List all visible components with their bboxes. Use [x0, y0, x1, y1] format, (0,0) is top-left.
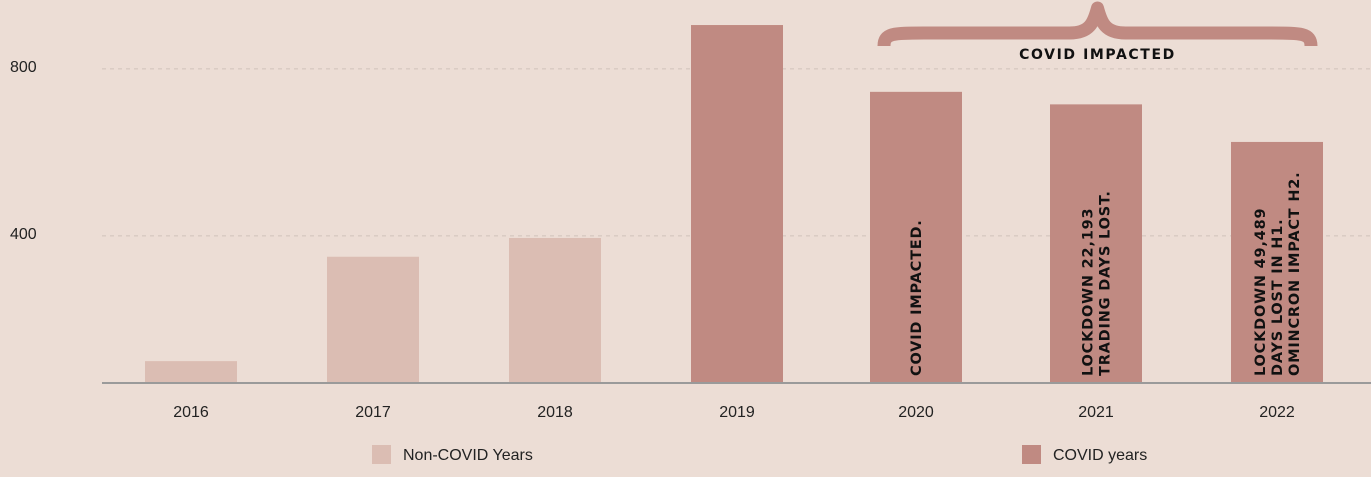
x-tick-label-2016: 2016 — [173, 404, 209, 421]
bar-2017 — [327, 256, 419, 382]
bar-2020 — [870, 91, 962, 383]
bar-note-2022-line-3: OMINCRON IMPACT H2. — [1287, 172, 1303, 376]
x-tick-label-2022: 2022 — [1259, 404, 1295, 421]
y-axis-ticks: 400 800 — [10, 59, 37, 243]
bar-note-2020-line-1: COVID IMPACTED. — [909, 219, 925, 376]
legend-label-covid: COVID years — [1053, 447, 1147, 464]
x-axis-labels: 2016 2017 2018 2019 2020 2021 2022 — [173, 404, 1295, 421]
y-tick-label: 800 — [10, 59, 37, 76]
bar-2021 — [1050, 104, 1142, 383]
bar-2018 — [509, 237, 601, 382]
legend-swatch-non-covid — [372, 445, 391, 464]
x-tick-label-2020: 2020 — [898, 404, 934, 421]
x-tick-label-2021: 2021 — [1078, 404, 1114, 421]
legend-swatch-covid — [1022, 445, 1041, 464]
bar-note-2021-line-1: LOCKDOWN 22,193 — [1081, 208, 1097, 376]
bars — [145, 25, 1323, 383]
y-tick-label: 400 — [10, 226, 37, 243]
covid-brace: COVID IMPACTED — [877, 1, 1318, 63]
bar-note-2022-line-1: LOCKDOWN 49,489 — [1253, 208, 1269, 376]
x-tick-label-2017: 2017 — [355, 404, 391, 421]
bar-2019 — [691, 25, 783, 382]
bar-2016 — [145, 361, 237, 382]
x-tick-label-2019: 2019 — [719, 404, 755, 421]
bar-note-2022-line-2: DAYS LOST IN H1. — [1270, 219, 1286, 376]
legend: Non-COVID Years COVID years — [372, 445, 1147, 464]
covid-impacted-label: COVID IMPACTED — [1019, 47, 1176, 63]
legend-label-non-covid: Non-COVID Years — [403, 447, 533, 464]
bar-annotations: COVID IMPACTED. LOCKDOWN 22,193 TRADING DA… — [909, 172, 1303, 376]
bar-2022 — [1231, 141, 1323, 382]
brace-shape — [877, 1, 1318, 47]
bar-note-2021-line-2: TRADING DAYS LOST. — [1098, 190, 1114, 376]
x-tick-label-2018: 2018 — [537, 404, 573, 421]
